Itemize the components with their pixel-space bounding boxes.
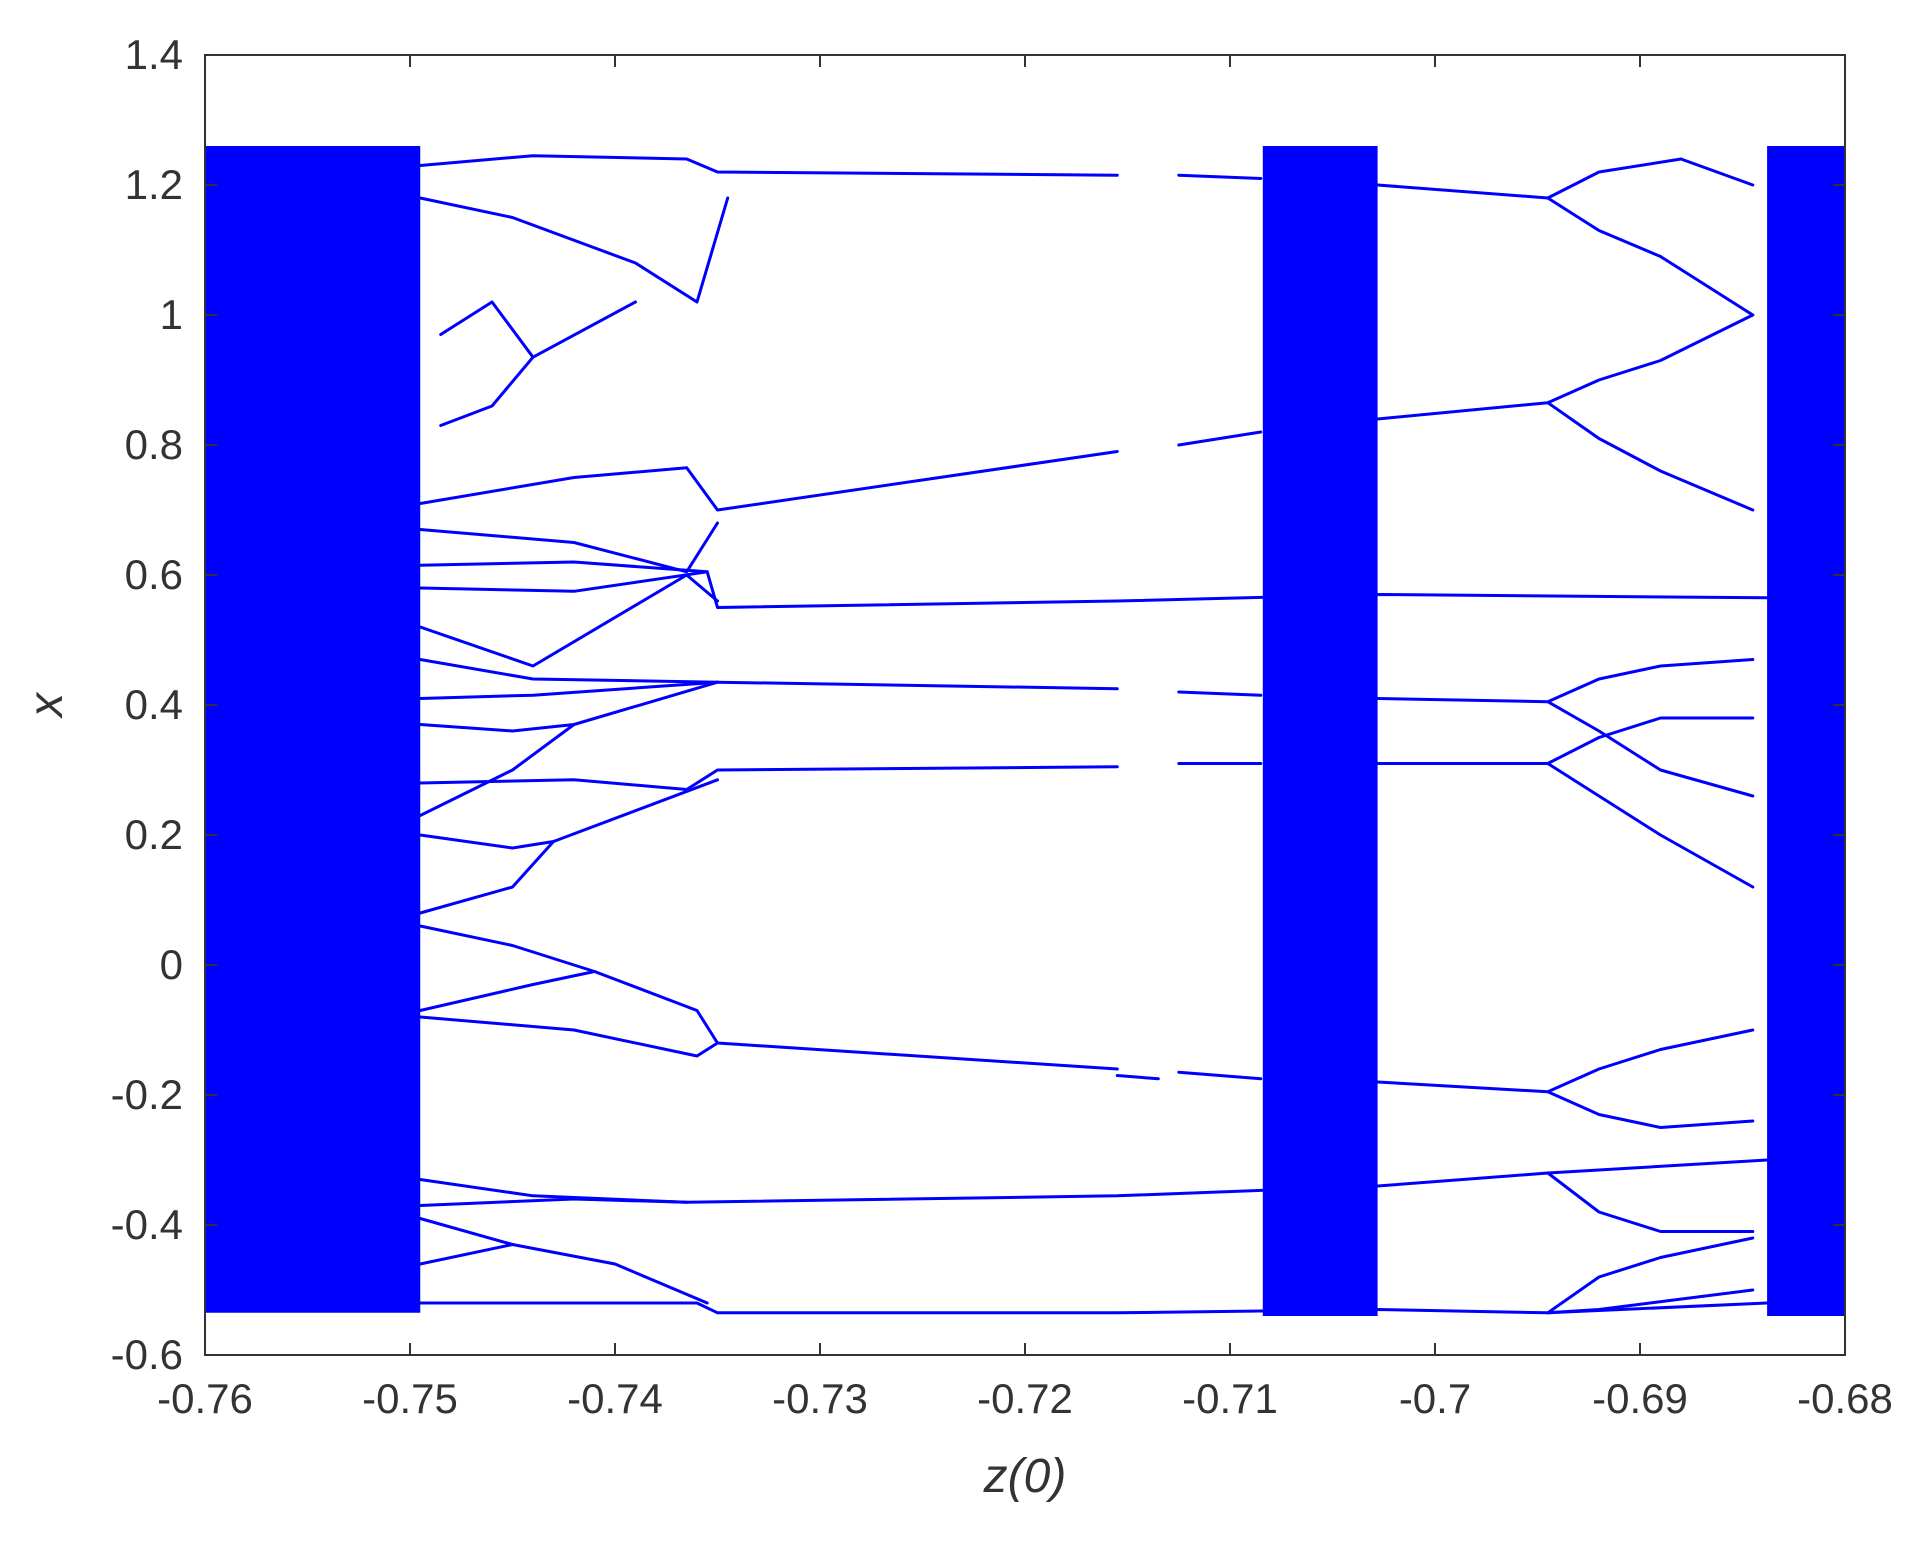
y-tick-label: 0.6 (125, 551, 183, 598)
branch-12 (418, 658, 1119, 691)
branch-44 (1546, 1236, 1755, 1315)
x-axis-ticks: -0.76 -0.75 -0.74 -0.73 -0.72 -0.71 -0.7 -0.69 -… (157, 55, 1893, 1422)
y-tick-label: -0.2 (111, 1071, 183, 1118)
y-tick-label: 1.2 (125, 161, 183, 208)
x-tick-label: -0.71 (1182, 1375, 1278, 1422)
branch-37 (1376, 697, 1755, 798)
x-tick-label: -0.73 (772, 1375, 868, 1422)
branch-42 (1546, 1090, 1755, 1129)
x-tick-label: -0.76 (157, 1375, 253, 1422)
branch-28 (1177, 173, 1263, 180)
x-tick-label: -0.75 (362, 1375, 458, 1422)
branch-21 (418, 1015, 719, 1058)
branch-9 (418, 560, 709, 574)
x-tick-label: -0.69 (1592, 1375, 1688, 1422)
branch-27 (1115, 1074, 1160, 1081)
branch-41 (1376, 1028, 1755, 1094)
branch-5 (439, 300, 637, 359)
x-axis-label: z(0) (983, 1450, 1067, 1503)
branch-7 (418, 450, 1119, 512)
branch-20 (418, 970, 596, 1012)
branch-6 (439, 355, 535, 427)
branch-45 (1546, 1288, 1755, 1315)
branch-16 (418, 765, 1119, 791)
y-tick-label: 0.4 (125, 681, 183, 728)
branch-36 (1546, 401, 1755, 512)
branch-23 (418, 1197, 689, 1207)
branch-35 (1376, 313, 1755, 421)
branch-39 (1376, 716, 1755, 765)
chaotic-band-0 (205, 146, 421, 1313)
branch-24 (418, 1217, 709, 1305)
branch-33 (1376, 183, 1755, 317)
branch-34 (1546, 157, 1755, 200)
x-tick-label: -0.68 (1797, 1375, 1893, 1422)
branch-38 (1546, 658, 1755, 704)
branch-11 (418, 573, 719, 668)
y-tick-label: 0.2 (125, 811, 183, 858)
y-axis-ticks: -0.6 -0.4 -0.2 0 0.2 0.4 0.6 0.8 1 1.2 1.4 (111, 31, 1845, 1378)
y-tick-label: 1.4 (125, 31, 183, 78)
data-marks (205, 146, 1845, 1316)
branch-29 (1177, 430, 1263, 447)
chaotic-band-1 (1262, 146, 1378, 1316)
x-tick-label: -0.7 (1399, 1375, 1471, 1422)
branch-40 (1546, 762, 1755, 889)
branch-15 (418, 723, 576, 817)
branch-19 (418, 924, 1119, 1071)
branch-43 (1546, 1171, 1755, 1233)
branch-30 (1177, 690, 1263, 697)
y-tick-label: 0.8 (125, 421, 183, 468)
y-tick-label: -0.6 (111, 1331, 183, 1378)
branch-14 (418, 680, 719, 733)
branch-25 (418, 1243, 514, 1266)
branch-18 (418, 840, 555, 915)
y-tick-label: -0.4 (111, 1201, 183, 1248)
branch-10 (418, 570, 1769, 609)
branch-17 (418, 778, 719, 850)
branch-4 (418, 196, 730, 304)
branch-8 (418, 521, 719, 574)
y-tick-label: 1 (160, 291, 183, 338)
x-tick-label: -0.72 (977, 1375, 1073, 1422)
y-tick-label: 0 (160, 941, 183, 988)
branch-32 (1177, 1070, 1263, 1081)
y-axis-label: x (20, 691, 73, 719)
plot-area-background (205, 55, 1845, 1355)
x-tick-label: -0.74 (567, 1375, 663, 1422)
chaotic-band-2 (1767, 146, 1845, 1316)
branch-3 (418, 154, 1119, 177)
branch-13 (418, 680, 719, 700)
